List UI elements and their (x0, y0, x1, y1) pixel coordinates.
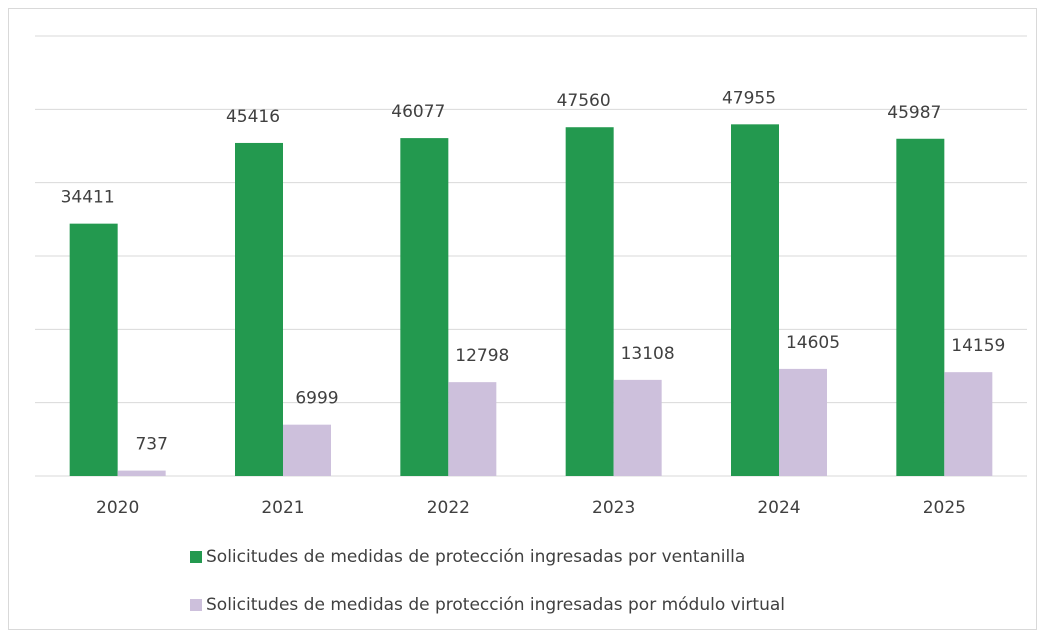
bar (731, 124, 779, 476)
data-label: 12798 (455, 346, 509, 366)
chart-frame (8, 8, 1037, 630)
x-tick-label: 2025 (923, 498, 966, 518)
bar (235, 142, 283, 476)
data-label: 45987 (887, 103, 941, 123)
bar (613, 379, 662, 476)
legend-label: Solicitudes de medidas de protección ing… (206, 595, 785, 615)
data-label: 737 (135, 435, 167, 455)
bar (896, 138, 945, 476)
bar (448, 382, 497, 476)
bar (69, 223, 118, 476)
bar (283, 424, 331, 476)
x-tick-label: 2021 (261, 498, 304, 518)
x-tick-label: 2023 (592, 498, 635, 518)
bar (400, 138, 449, 477)
bar (779, 368, 827, 476)
legend-swatch (190, 551, 202, 563)
data-label: 47955 (722, 88, 776, 108)
data-label: 34411 (61, 188, 115, 208)
data-label: 45416 (226, 107, 280, 127)
bar (117, 470, 166, 476)
data-label: 6999 (295, 389, 338, 409)
data-label: 13108 (621, 344, 675, 364)
legend-swatch (190, 599, 202, 611)
data-label: 47560 (557, 91, 611, 111)
data-label: 46077 (391, 102, 445, 122)
x-tick-label: 2020 (96, 498, 139, 518)
legend-label: Solicitudes de medidas de protección ing… (206, 547, 745, 567)
bar (944, 372, 993, 476)
bar (565, 127, 614, 476)
x-tick-label: 2022 (427, 498, 470, 518)
x-tick-label: 2024 (757, 498, 800, 518)
data-label: 14159 (951, 336, 1005, 356)
data-label: 14605 (786, 333, 840, 353)
